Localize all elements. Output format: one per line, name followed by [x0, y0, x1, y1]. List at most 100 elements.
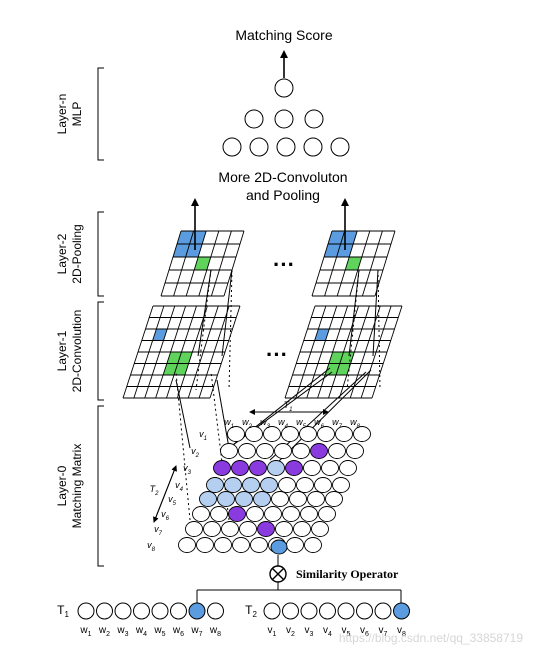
- matrix-cell: [256, 443, 274, 459]
- matrix-cell: [321, 460, 339, 476]
- connection-line: [195, 269, 212, 391]
- token-node: [151, 602, 169, 620]
- matrix-cell: [304, 537, 322, 553]
- token-node: [300, 602, 318, 620]
- matrix-cell: [227, 426, 245, 442]
- matrix-cell: [303, 460, 321, 476]
- mlp-node: [244, 109, 264, 129]
- matrix-cell: [213, 460, 231, 476]
- convolution-ellipsis: ···: [266, 342, 288, 367]
- matrix-cell: [210, 506, 228, 522]
- matrix-cell: [282, 506, 300, 522]
- connection-line: [197, 269, 212, 357]
- matrix-cell: [214, 537, 232, 553]
- svg-text:Layer-0: Layer-0: [55, 465, 69, 506]
- connection-line: [221, 269, 233, 357]
- matrix-cell: [346, 443, 364, 459]
- matrix-cell: [238, 443, 256, 459]
- similarity-operator-label: Similarity Operator: [296, 567, 399, 581]
- matrix-cell: [289, 491, 307, 507]
- layer-2-bracket: [97, 211, 104, 297]
- matrix-row-label: v3: [183, 463, 192, 476]
- highlight-cell: [345, 257, 362, 270]
- matrix-cell: [246, 506, 264, 522]
- token-label: w2: [98, 625, 110, 638]
- token-node: [207, 602, 224, 620]
- token-label: w6: [172, 625, 184, 638]
- matrix-cell: [206, 477, 224, 493]
- token-node: [188, 602, 206, 620]
- matrix-cell: [245, 426, 263, 442]
- svg-text:Layer-1: Layer-1: [55, 330, 69, 371]
- token-node: [96, 602, 113, 620]
- connection-line: [175, 371, 191, 521]
- mlp-node: [274, 109, 294, 129]
- token-node: [263, 602, 281, 620]
- matrix-cell: [310, 443, 328, 459]
- t2-axis-label: T2: [150, 484, 160, 497]
- matrix-cell: [239, 521, 257, 537]
- matrix-row-label: v8: [147, 540, 156, 553]
- matrix-col-label: w8: [350, 417, 361, 430]
- matrix-cell: [267, 460, 285, 476]
- connection-line: [348, 269, 360, 357]
- layer-1-bracket: [97, 301, 104, 401]
- matrix-col-label: w7: [332, 417, 343, 430]
- matrix-cell: [224, 477, 242, 493]
- matrix-row-label: v1: [199, 429, 207, 442]
- highlight-cell: [152, 329, 168, 341]
- matrix-cell: [300, 506, 318, 522]
- pooling-grid-right: [311, 230, 396, 297]
- token-label: w1: [79, 625, 91, 638]
- token-label: v3: [305, 625, 314, 638]
- layer-2-label: Layer-2 2D-Pooling: [55, 224, 84, 283]
- t1-sequence-label: T1: [57, 603, 69, 619]
- token-label: v8: [397, 625, 406, 638]
- watermark-text: https://blog.csdn.net/qq_33858719: [339, 631, 523, 645]
- matrix-cell: [217, 491, 235, 507]
- matrix-cell: [242, 477, 260, 493]
- token-node: [170, 602, 187, 620]
- matrix-cell: [325, 491, 343, 507]
- matrix-row-label: v4: [175, 480, 184, 493]
- matrix-col-label: w1: [224, 417, 234, 430]
- matrix-cell: [318, 506, 336, 522]
- matrix-cell: [220, 443, 238, 459]
- matrix-cell: [253, 491, 271, 507]
- token-label: w5: [153, 625, 165, 638]
- highlight-cell: [194, 257, 211, 270]
- token-label: w4: [135, 625, 147, 638]
- token-node: [374, 602, 392, 620]
- matrix-cell: [314, 477, 332, 493]
- layer-n-bracket: [97, 67, 104, 161]
- token-label: w8: [209, 625, 221, 638]
- matrix-cell: [178, 537, 196, 553]
- similarity-result-node: [270, 539, 288, 555]
- token-label: w7: [190, 625, 202, 638]
- matrix-row-label: v6: [161, 509, 170, 522]
- matrix-cell: [250, 537, 268, 553]
- t2-sequence: T2 v1 v2 v3 v4 v5 v6 v7 v8: [245, 602, 410, 638]
- matrix-cell: [232, 537, 250, 553]
- matrix-row-label: v7: [154, 524, 163, 537]
- t2-sequence-label: T2: [245, 603, 257, 619]
- mlp-node: [330, 137, 350, 157]
- token-label: w3: [116, 625, 128, 638]
- matrix-cell: [257, 521, 275, 537]
- matrix-cell: [296, 477, 314, 493]
- matrix-cell: [286, 537, 304, 553]
- pooling-ellipsis: ···: [273, 252, 295, 277]
- more-conv-label-line1: More 2D-Convoluton: [218, 169, 347, 185]
- t2-axis-arrow-back: [153, 465, 177, 523]
- connection-line: [228, 269, 233, 391]
- matrix-cell: [235, 491, 253, 507]
- matrix-cell: [228, 506, 246, 522]
- matrix-col-label: w3: [260, 417, 271, 430]
- layer-n-label: Layer-n MLP: [55, 94, 84, 135]
- matrix-cell: [231, 460, 249, 476]
- matrix-col-label: w5: [296, 417, 307, 430]
- matrix-cell: [311, 521, 329, 537]
- matrix-cell: [196, 537, 214, 553]
- t1-axis-label: T1: [284, 400, 293, 413]
